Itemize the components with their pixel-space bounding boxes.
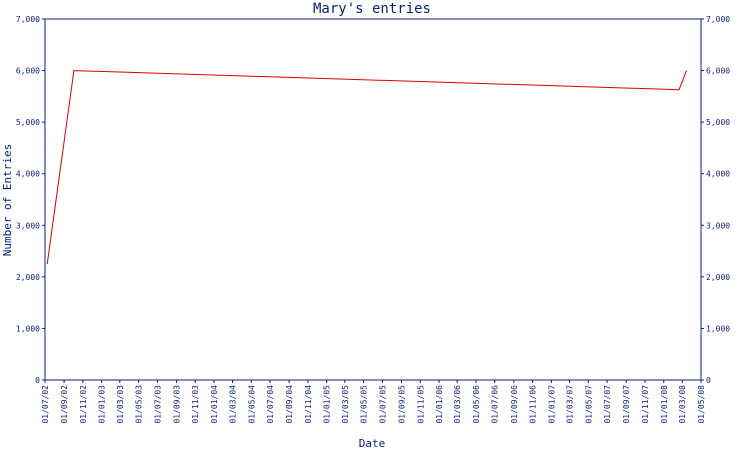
- x-tick-label: 01/01/05: [323, 385, 332, 424]
- x-tick-label: 01/09/04: [285, 385, 294, 424]
- y-tick-label: 2,000: [16, 273, 40, 282]
- y-tick-label: 6,000: [16, 67, 40, 76]
- x-tick-label: 01/09/02: [60, 385, 69, 424]
- x-tick-label: 01/07/07: [603, 385, 612, 424]
- x-tick-label: 01/07/05: [378, 385, 387, 424]
- x-tick-label: 01/07/03: [153, 385, 162, 424]
- x-tick-label: 01/05/07: [584, 385, 593, 424]
- x-tick-label: 01/11/07: [641, 385, 650, 424]
- y-tick-label-right: 3,000: [706, 221, 730, 230]
- y-tick-label: 5,000: [16, 118, 40, 127]
- x-tick-label: 01/09/05: [397, 385, 406, 424]
- x-tick-label: 01/11/03: [191, 385, 200, 424]
- x-tick-label: 01/09/07: [622, 385, 631, 424]
- x-tick-label: 01/07/04: [266, 385, 275, 424]
- x-tick-label: 01/03/07: [566, 385, 575, 424]
- x-tick-label: 01/01/04: [210, 385, 219, 424]
- x-tick-label: 01/03/05: [341, 385, 350, 424]
- x-tick-label: 01/05/04: [247, 385, 256, 424]
- y-tick-label-right: 4,000: [706, 170, 730, 179]
- series-line: [46, 70, 687, 265]
- y-tick-label-right: 1,000: [706, 324, 730, 333]
- chart-title: Mary's entries: [313, 1, 431, 17]
- series-layer: [46, 70, 687, 265]
- y-tick-label: 0: [35, 376, 40, 385]
- x-tick-label: 01/01/07: [547, 385, 556, 424]
- x-tick-label: 01/03/06: [453, 385, 462, 424]
- y-tick-label-right: 5,000: [706, 118, 730, 127]
- x-tick-label: 01/09/06: [510, 385, 519, 424]
- x-tick-label: 01/01/03: [98, 385, 107, 424]
- right-y-axis: 0 1,000 2,000 3,000 4,000 5,000 6,000 7,000: [701, 15, 730, 385]
- x-axis-label: Date: [359, 437, 386, 450]
- x-axis: 01/07/02 01/09/02 01/11/02 01/01/03 01/03/03…: [41, 380, 706, 424]
- x-tick-label: 01/01/06: [435, 385, 444, 424]
- left-y-axis: 0 1,000 2,000 3,000 4,000 5,000 6,000 7,000: [16, 15, 45, 385]
- x-tick-label: 01/05/03: [135, 385, 144, 424]
- x-tick-label: 01/11/02: [79, 385, 88, 424]
- y-tick-label: 3,000: [16, 221, 40, 230]
- x-tick-label: 01/05/06: [472, 385, 481, 424]
- x-tick-label: 01/11/06: [529, 385, 538, 424]
- x-tick-label: 01/11/05: [416, 385, 425, 424]
- x-tick-label: 01/01/08: [660, 385, 669, 424]
- x-tick-label: 01/03/03: [116, 385, 125, 424]
- x-tick-label: 01/07/02: [41, 385, 50, 424]
- x-tick-label: 01/11/04: [304, 385, 313, 424]
- x-tick-label: 01/09/03: [172, 385, 181, 424]
- y-tick-label-right: 0: [706, 376, 711, 385]
- y-axis-label: Number of Entries: [1, 144, 14, 257]
- y-tick-label: 7,000: [16, 15, 40, 24]
- y-tick-label-right: 6,000: [706, 67, 730, 76]
- x-tick-label: 01/03/08: [678, 385, 687, 424]
- x-tick-label: 01/05/05: [360, 385, 369, 424]
- plot-frame: [44, 18, 702, 381]
- y-tick-label-right: 2,000: [706, 273, 730, 282]
- x-tick-label: 01/03/04: [228, 385, 237, 424]
- x-tick-label: 01/07/06: [491, 385, 500, 424]
- x-tick-label: 01/05/08: [697, 385, 706, 424]
- y-tick-label: 1,000: [16, 324, 40, 333]
- y-tick-label: 4,000: [16, 170, 40, 179]
- y-tick-label-right: 7,000: [706, 15, 730, 24]
